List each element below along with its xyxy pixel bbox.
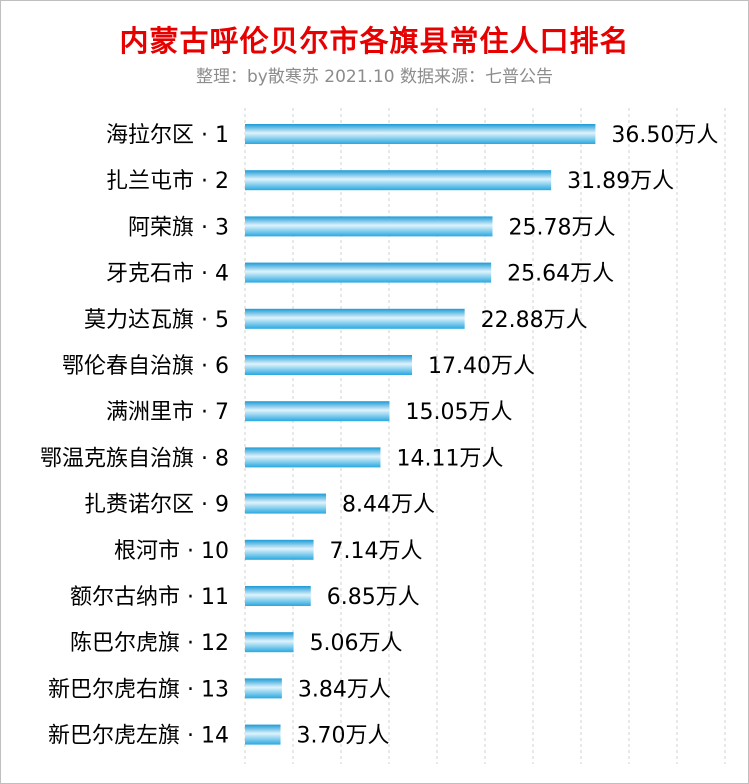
category-label: 牙克石市 · 4 xyxy=(106,262,229,287)
data-label: 25.78万人 xyxy=(508,215,615,240)
chart-subtitle: 整理：by散寒苏 2021.10 数据来源：七普公告 xyxy=(196,67,553,87)
category-label: 扎兰屯市 · 2 xyxy=(106,169,229,194)
category-label: 新巴尔虎右旗 · 13 xyxy=(48,677,229,702)
bars xyxy=(245,124,596,745)
category-label: 阿荣旗 · 3 xyxy=(128,215,229,240)
data-label: 22.88万人 xyxy=(481,308,588,333)
data-label: 8.44万人 xyxy=(342,493,435,518)
bar xyxy=(245,308,465,329)
data-label: 15.05万人 xyxy=(405,400,512,425)
bar xyxy=(245,216,493,237)
bar xyxy=(245,170,552,191)
bar xyxy=(245,586,311,606)
category-label: 莫力达瓦旗 · 5 xyxy=(84,308,229,333)
bar xyxy=(245,632,294,653)
grid-lines xyxy=(244,108,726,764)
data-label: 14.11万人 xyxy=(396,446,503,471)
category-label: 陈巴尔虎旗 · 12 xyxy=(70,631,229,656)
category-label: 额尔古纳市 · 11 xyxy=(70,585,229,610)
data-label: 25.64万人 xyxy=(507,262,614,287)
bar xyxy=(245,539,314,560)
bar xyxy=(245,355,413,375)
category-label: 海拉尔区 · 1 xyxy=(106,123,229,148)
category-label: 根河市 · 10 xyxy=(114,539,229,564)
data-label: 3.70万人 xyxy=(297,724,390,749)
data-label: 3.84万人 xyxy=(298,677,391,702)
data-label: 6.85万人 xyxy=(327,585,420,610)
data-label: 5.06万人 xyxy=(310,631,403,656)
bar xyxy=(245,447,381,468)
bar xyxy=(245,678,282,699)
category-label: 满洲里市 · 7 xyxy=(106,400,229,425)
chart-title: 内蒙古呼伦贝尔市各旗县常住人口排名 xyxy=(119,24,630,58)
category-label: 鄂温克族自治旗 · 8 xyxy=(40,446,229,471)
bar xyxy=(245,724,281,745)
bar xyxy=(245,493,327,514)
data-label: 36.50万人 xyxy=(611,123,718,148)
category-label: 扎赉诺尔区 · 9 xyxy=(84,493,229,518)
category-label: 鄂伦春自治旗 · 6 xyxy=(62,354,229,379)
category-label: 新巴尔虎左旗 · 14 xyxy=(48,724,229,749)
bar xyxy=(245,401,390,422)
bar xyxy=(245,124,596,144)
data-label: 17.40万人 xyxy=(428,354,535,379)
data-label: 31.89万人 xyxy=(567,169,674,194)
data-label: 7.14万人 xyxy=(330,539,423,564)
bar xyxy=(245,262,492,283)
